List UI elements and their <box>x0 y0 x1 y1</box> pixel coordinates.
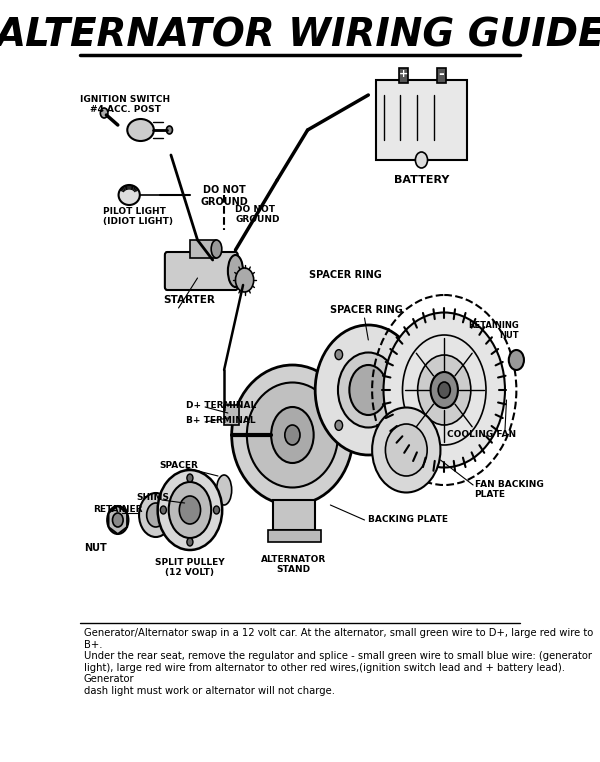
Text: RETAINER: RETAINER <box>94 505 143 514</box>
Bar <box>274 500 315 530</box>
Text: IGNITION SWITCH
#4 ACC. POST: IGNITION SWITCH #4 ACC. POST <box>80 95 170 114</box>
Text: SHIMS: SHIMS <box>137 492 170 501</box>
Text: Generator/Alternator swap in a 12 volt car. At the alternator, small green wire : Generator/Alternator swap in a 12 volt c… <box>83 628 593 696</box>
Circle shape <box>418 355 471 425</box>
Text: RETAINING
NUT: RETAINING NUT <box>468 321 518 340</box>
Text: SPACER: SPACER <box>160 460 199 469</box>
Ellipse shape <box>127 119 154 141</box>
Text: -: - <box>439 67 444 81</box>
Circle shape <box>285 425 300 445</box>
Text: BATTERY: BATTERY <box>394 175 449 185</box>
Text: BACKING PLATE: BACKING PLATE <box>368 515 448 524</box>
Bar <box>224 405 239 425</box>
Text: SPACER RING: SPACER RING <box>309 270 382 280</box>
Circle shape <box>166 126 172 134</box>
Text: DO NOT
GROUND: DO NOT GROUND <box>200 185 248 207</box>
Text: B+ TERMINAL: B+ TERMINAL <box>186 415 256 424</box>
Circle shape <box>187 538 193 546</box>
Circle shape <box>214 506 220 514</box>
Bar <box>437 68 446 83</box>
Circle shape <box>139 493 172 537</box>
Ellipse shape <box>385 424 427 476</box>
Circle shape <box>335 421 343 431</box>
Circle shape <box>179 496 200 524</box>
Circle shape <box>394 421 401 431</box>
Text: DO NOT
GROUND: DO NOT GROUND <box>235 205 280 224</box>
Ellipse shape <box>232 365 353 505</box>
Circle shape <box>187 474 193 482</box>
Circle shape <box>271 407 314 463</box>
Text: D+ TERMINAL: D+ TERMINAL <box>186 401 256 409</box>
Ellipse shape <box>372 408 440 492</box>
Circle shape <box>509 350 524 370</box>
Circle shape <box>349 365 388 415</box>
Circle shape <box>415 152 428 168</box>
Circle shape <box>235 268 254 292</box>
Text: ALTERNATOR
STAND: ALTERNATOR STAND <box>262 555 326 575</box>
FancyBboxPatch shape <box>165 252 238 290</box>
Ellipse shape <box>158 470 222 550</box>
Text: COOLING FAN: COOLING FAN <box>447 430 517 439</box>
Bar <box>190 240 217 258</box>
Ellipse shape <box>228 255 243 287</box>
Text: FAN BACKING
PLATE: FAN BACKING PLATE <box>475 480 544 499</box>
Text: +: + <box>398 69 408 79</box>
Circle shape <box>146 503 165 527</box>
Bar <box>376 80 467 160</box>
Ellipse shape <box>211 240 222 258</box>
Ellipse shape <box>197 498 206 523</box>
Ellipse shape <box>338 353 398 427</box>
Bar <box>398 68 408 83</box>
Text: ALTERNATOR WIRING GUIDE: ALTERNATOR WIRING GUIDE <box>0 16 600 54</box>
Text: STARTER: STARTER <box>163 295 215 305</box>
Circle shape <box>394 350 401 360</box>
Text: SPACER RING: SPACER RING <box>331 305 403 315</box>
Circle shape <box>112 513 123 527</box>
Bar <box>268 530 321 542</box>
Ellipse shape <box>191 498 200 523</box>
Text: NUT: NUT <box>83 543 106 553</box>
Circle shape <box>438 382 451 398</box>
Ellipse shape <box>247 383 338 488</box>
Ellipse shape <box>217 475 232 505</box>
Ellipse shape <box>315 325 421 455</box>
Circle shape <box>100 108 108 118</box>
Circle shape <box>431 372 458 408</box>
Ellipse shape <box>185 498 194 523</box>
Ellipse shape <box>119 185 140 205</box>
Text: SPLIT PULLEY
(12 VOLT): SPLIT PULLEY (12 VOLT) <box>155 558 225 578</box>
Circle shape <box>335 350 343 360</box>
Ellipse shape <box>383 312 505 468</box>
Circle shape <box>169 482 211 538</box>
Text: PILOT LIGHT
(IDIOT LIGHT): PILOT LIGHT (IDIOT LIGHT) <box>103 207 173 226</box>
Circle shape <box>107 506 128 534</box>
Circle shape <box>160 506 166 514</box>
